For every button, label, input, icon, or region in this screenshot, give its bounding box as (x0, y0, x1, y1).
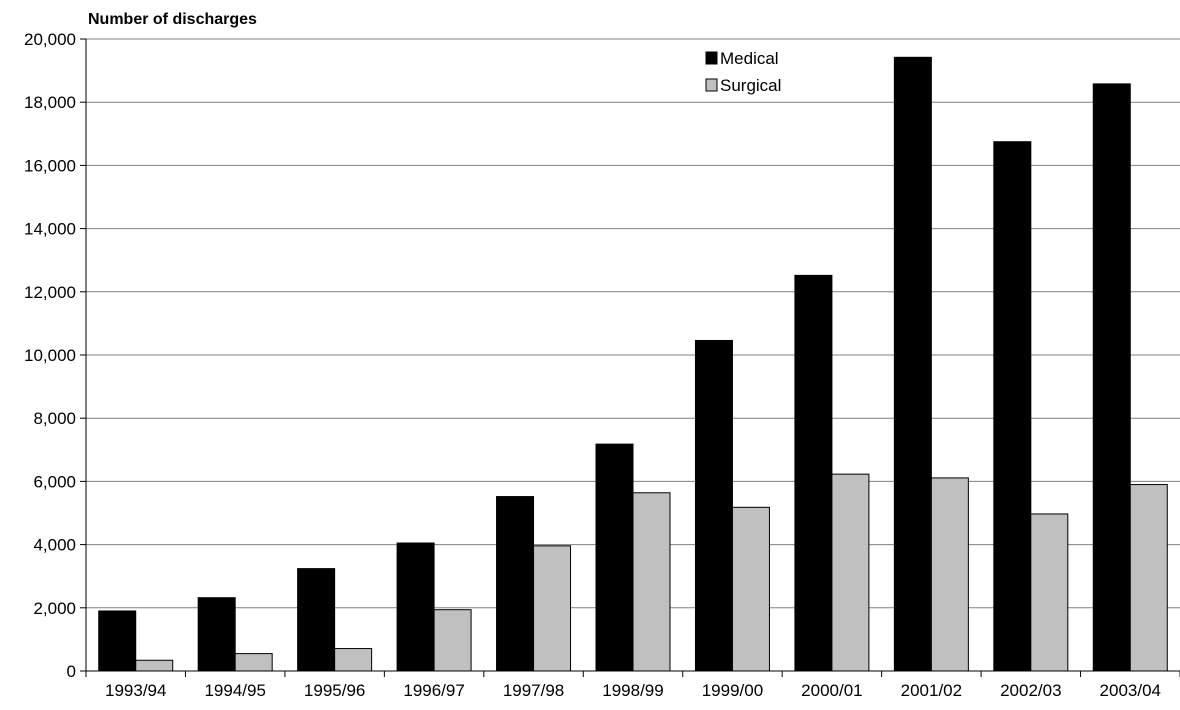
bar-medical (595, 443, 634, 672)
x-tick-label: 1998/99 (602, 681, 663, 700)
bar-surgical (234, 653, 273, 672)
y-tick-label: 14,000 (24, 220, 76, 239)
x-tick-label: 1997/98 (503, 681, 564, 700)
y-tick-label: 16,000 (24, 156, 76, 175)
x-tick-label: 1993/94 (105, 681, 166, 700)
gridlines (86, 38, 1180, 609)
y-tick-label: 18,000 (24, 93, 76, 112)
legend-label-medical: Medical (720, 49, 779, 68)
legend: Medical Surgical (705, 49, 781, 95)
x-tick-label: 2003/04 (1100, 681, 1161, 700)
legend-label-surgical: Surgical (720, 76, 781, 95)
x-axis-ticks: 1993/94 1994/95 1995/96 1996/97 1997/98 1998/… (85, 671, 1180, 700)
legend-swatch-medical (705, 51, 718, 65)
bar-medical (1092, 83, 1131, 672)
bar-medical (893, 56, 932, 672)
x-tick-label: 2000/01 (801, 681, 862, 700)
bar-medical (297, 568, 336, 672)
bar-surgical (1129, 484, 1168, 672)
x-tick-label: 2002/03 (1000, 681, 1061, 700)
bar-medical (794, 274, 833, 672)
y-tick-label: 2,000 (33, 599, 76, 618)
y-tick-label: 20,000 (24, 30, 76, 49)
y-tick-label: 4,000 (33, 536, 76, 555)
bar-surgical (632, 492, 671, 672)
x-tick-label: 2001/02 (901, 681, 962, 700)
axes (85, 39, 1180, 672)
bar-medical (396, 542, 435, 672)
bar-surgical (135, 659, 174, 672)
y-tick-label: 12,000 (24, 283, 76, 302)
bar-surgical (533, 545, 572, 672)
x-tick-label: 1995/96 (304, 681, 365, 700)
bar-medical (993, 141, 1032, 672)
bar-medical (197, 597, 236, 672)
x-tick-label: 1996/97 (403, 681, 464, 700)
bar-medical (98, 610, 137, 672)
bar-surgical (831, 473, 870, 672)
bars (98, 56, 1168, 672)
y-axis-ticks: 0 2,000 4,000 6,000 8,000 10,000 12,000 14,000 1… (24, 30, 86, 681)
bar-medical (694, 339, 733, 672)
y-tick-label: 0 (67, 662, 76, 681)
bar-surgical (334, 648, 373, 672)
y-tick-label: 8,000 (33, 409, 76, 428)
y-axis-title: Number of discharges (88, 11, 257, 28)
bar-surgical (930, 477, 969, 672)
y-tick-label: 6,000 (33, 472, 76, 491)
x-tick-label: 1994/95 (204, 681, 265, 700)
bar-medical (496, 496, 535, 672)
bar-surgical (433, 609, 472, 672)
y-tick-label: 10,000 (24, 346, 76, 365)
bar-surgical (731, 506, 770, 672)
x-tick-label: 1999/00 (702, 681, 763, 700)
legend-swatch-surgical (705, 78, 718, 92)
bar-surgical (1030, 513, 1069, 672)
